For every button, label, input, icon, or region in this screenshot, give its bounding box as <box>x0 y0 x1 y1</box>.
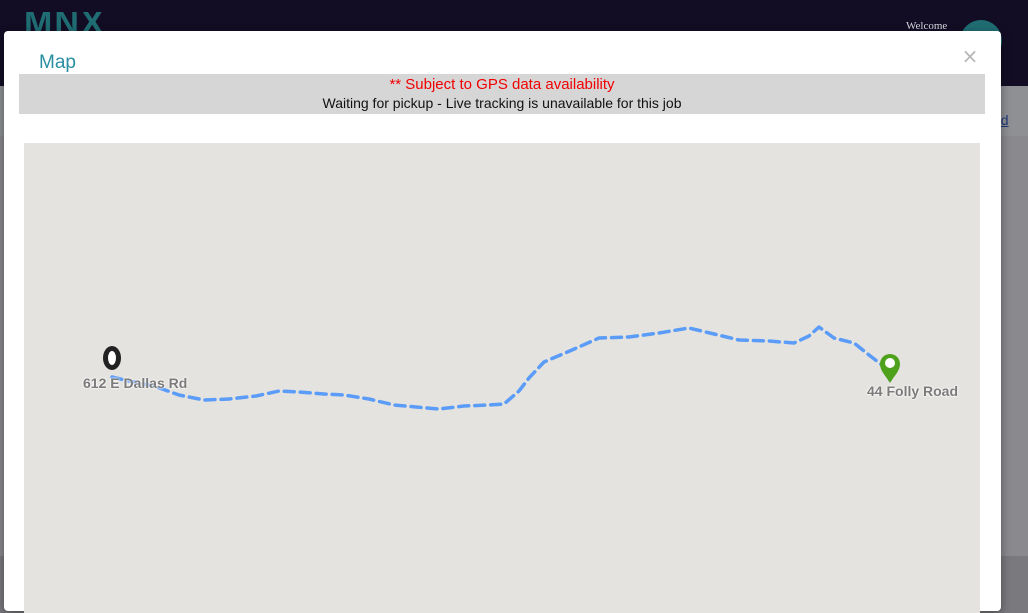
app-logo: MNX <box>24 12 106 34</box>
tracking-notice: ** Subject to GPS data availability Wait… <box>19 74 985 114</box>
map-modal: Map × ** Subject to GPS data availabilit… <box>4 31 1001 613</box>
route-path <box>110 325 892 411</box>
origin-label: 612 E Dallas Rd <box>83 375 188 391</box>
gps-warning: ** Subject to GPS data availability <box>389 76 615 93</box>
welcome-text: Welcome <box>906 20 948 32</box>
destination-label: 44 Folly Road <box>867 383 959 399</box>
origin-pin-icon[interactable] <box>103 346 121 370</box>
tracking-status: Waiting for pickup - Live tracking is un… <box>322 95 682 111</box>
destination-pin-icon[interactable] <box>880 354 900 383</box>
close-icon[interactable]: × <box>961 44 979 68</box>
map-canvas[interactable]: 612 E Dallas Rd 44 Folly Road <box>24 143 980 613</box>
modal-title: Map <box>39 52 76 73</box>
map-overlay <box>103 325 900 411</box>
close-button[interactable]: × <box>961 44 979 68</box>
